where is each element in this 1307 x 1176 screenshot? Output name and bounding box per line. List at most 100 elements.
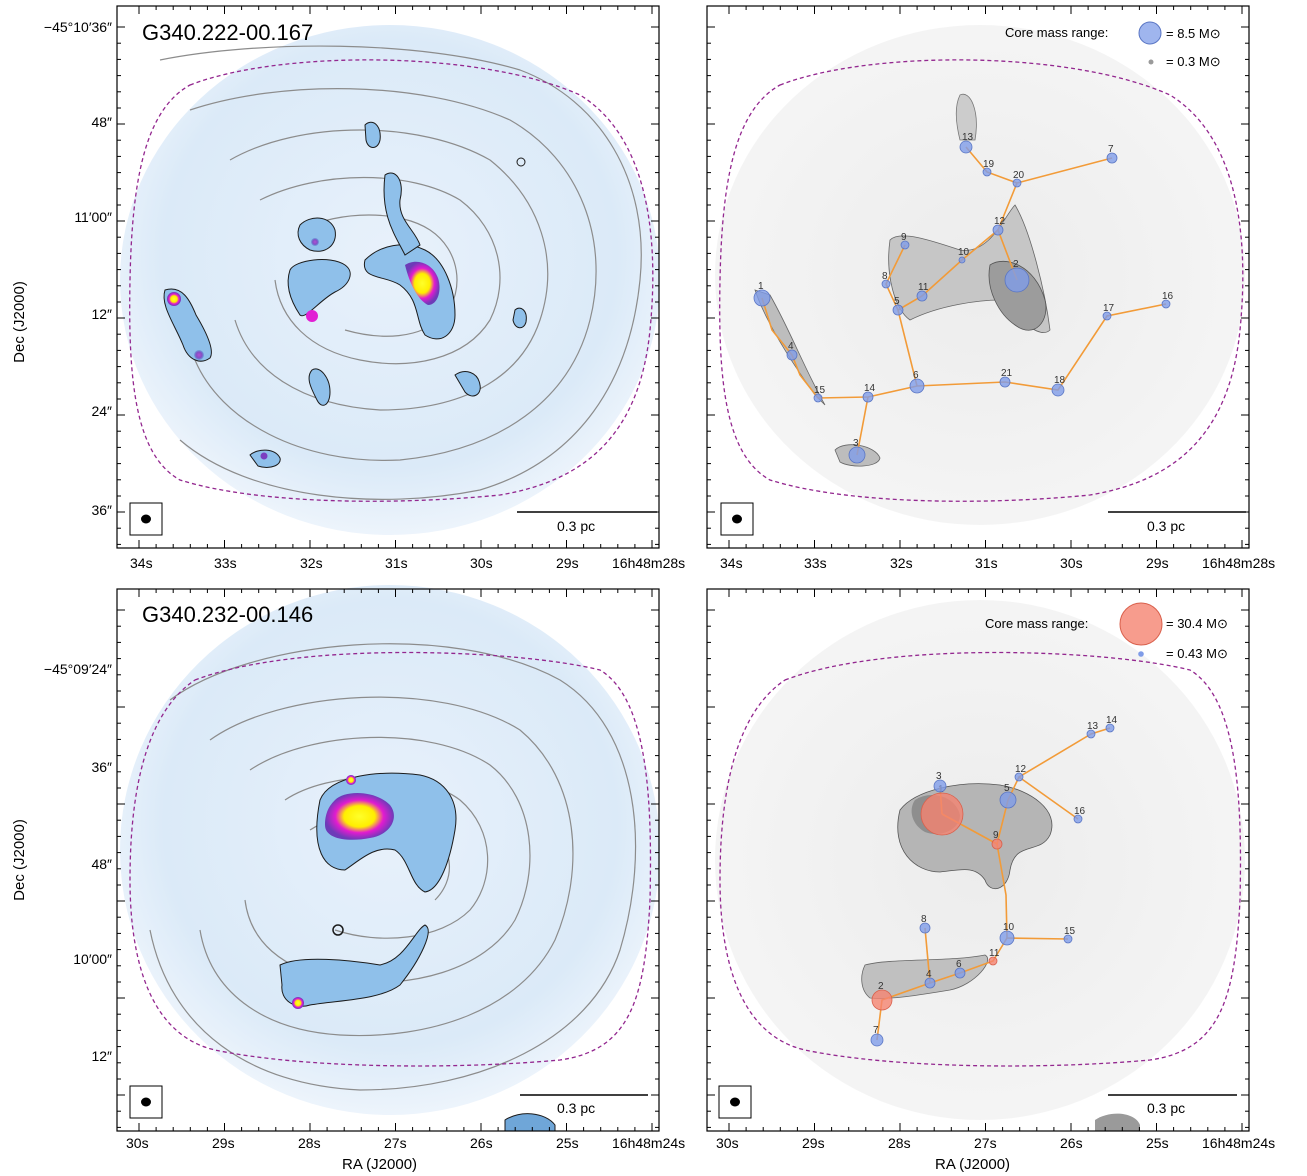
ra-tick-label: 31s <box>975 555 998 571</box>
dec-tick-label: 12″ <box>91 1048 112 1064</box>
core-id-label: 9 <box>993 830 999 841</box>
field-name: G340.222-00.167 <box>142 20 313 45</box>
scale-bar: 0.3 pc <box>1108 511 1246 534</box>
scale-bar: 0.3 pc <box>1108 1094 1237 1116</box>
core-marker <box>786 349 798 361</box>
axis-ticks <box>117 6 1249 1131</box>
ra-tick-label: 27s <box>974 1135 997 1151</box>
ra-tick-label: 34s <box>720 555 743 571</box>
core-marker <box>1004 267 1030 293</box>
ra-tick-label: 33s <box>804 555 827 571</box>
core-id-label: 13 <box>1087 721 1099 732</box>
legend-title: Core mass range: <box>1005 25 1108 40</box>
panel-frame <box>116 588 660 1132</box>
ra-tick-label: 28s <box>298 1135 321 1151</box>
core-id-label: 5 <box>894 296 900 307</box>
core-marker <box>1105 723 1115 733</box>
scale-bar-label: 0.3 pc <box>557 518 595 534</box>
core-marker <box>999 791 1017 809</box>
core-marker <box>958 256 966 264</box>
core-id-label: 14 <box>1106 715 1118 726</box>
y-axis-title: Dec (J2000) <box>11 819 28 901</box>
dust-continuum-background <box>120 585 660 1115</box>
emission-structures <box>163 121 527 468</box>
coverage-boundary <box>129 59 654 502</box>
core-mass-legend: Core mass range: = 8.5 M⊙ = 0.3 M⊙ <box>1005 21 1221 69</box>
core-marker <box>924 977 936 989</box>
core-marker <box>1106 152 1118 164</box>
core-id-label: 20 <box>1013 170 1025 181</box>
core-marker <box>1086 729 1096 739</box>
ra-tick-labels-top-right: 34s 33s 32s 31s 30s 29s 16h48m28s <box>720 555 1275 571</box>
dec-tick-label: −45°10′36″ <box>44 19 112 35</box>
beam-inset <box>129 502 163 536</box>
x-axis-title: RA (J2000) <box>342 1156 417 1173</box>
ra-tick-label: 16h48m28s <box>1202 555 1275 571</box>
dec-tick-label: 11′00″ <box>74 209 112 225</box>
ra-tick-label: 16h48m24s <box>612 1135 685 1151</box>
core-marker <box>988 956 998 966</box>
ra-tick-label: 32s <box>890 555 913 571</box>
core-id-label: 14 <box>864 383 876 394</box>
core-marker <box>870 1033 884 1047</box>
core-marker <box>933 779 947 793</box>
emission-structures <box>279 772 556 1132</box>
dec-tick-label: 48″ <box>91 856 112 872</box>
ra-tick-label: 34s <box>130 555 153 571</box>
core-marker <box>862 391 874 403</box>
panel-frame <box>706 5 1250 549</box>
legend-max-marker <box>1138 21 1162 45</box>
single-dish-contours <box>159 45 642 500</box>
legend-min-marker <box>1138 651 1144 657</box>
ra-tick-label: 29s <box>556 555 579 571</box>
panel-bottom-left: G340.232-00.146 0.3 pc <box>116 585 660 1132</box>
ra-tick-label: 32s <box>300 555 323 571</box>
dec-tick-labels-bottom: −45°09′24″ 36″ 48″ 10′00″ 12″ <box>44 661 112 1064</box>
ra-tick-label: 26s <box>470 1135 493 1151</box>
ra-tick-label: 29s <box>212 1135 235 1151</box>
core-id-label: 7 <box>1108 144 1114 155</box>
core-marker <box>1063 934 1073 944</box>
legend-min-label: = 0.3 M⊙ <box>1166 54 1221 69</box>
core-marker <box>881 279 891 289</box>
core-marker <box>1012 178 1022 188</box>
core-marker <box>920 792 964 836</box>
core-id-label: 8 <box>882 271 888 282</box>
core-id-label: 1 <box>758 281 764 292</box>
core-id-label: 3 <box>853 438 859 449</box>
core-marker <box>848 446 866 464</box>
ra-tick-label: 33s <box>214 555 237 571</box>
dec-tick-label: −45°09′24″ <box>44 661 112 677</box>
beam-inset <box>129 1085 163 1119</box>
core-marker <box>753 289 771 307</box>
core-marker <box>919 922 931 934</box>
beam-inset <box>718 1085 752 1119</box>
dec-tick-label: 36″ <box>91 759 112 775</box>
ra-tick-labels-bottom-right: 30s 29s 28s 27s 26s 25s 16h48m24s <box>716 1135 1275 1151</box>
ra-tick-labels-bottom-left: 30s 29s 28s 27s 26s 25s 16h48m24s <box>126 1135 685 1151</box>
core-marker <box>999 376 1011 388</box>
core-id-label: 4 <box>926 969 932 980</box>
dec-tick-label: 10′00″ <box>73 951 112 967</box>
ra-tick-label: 27s <box>384 1135 407 1151</box>
core-id-label: 15 <box>814 385 826 396</box>
core-id-label: 19 <box>983 159 995 170</box>
core-marker <box>1014 772 1024 782</box>
core-id-label: 5 <box>1004 783 1010 794</box>
ra-tick-label: 31s <box>385 555 408 571</box>
core-marker <box>916 290 928 302</box>
ra-tick-label: 26s <box>1060 1135 1083 1151</box>
core-marker <box>900 240 910 250</box>
ra-tick-label: 29s <box>802 1135 825 1151</box>
legend-min-marker <box>1148 59 1154 65</box>
grey-emission-background <box>715 25 1245 525</box>
core-id-label: 12 <box>994 216 1006 227</box>
core-id-label: 15 <box>1064 926 1076 937</box>
ra-tick-label: 25s <box>556 1135 579 1151</box>
core-id-label: 16 <box>1074 806 1086 817</box>
core-id-label: 4 <box>788 341 794 352</box>
core-marker <box>892 304 904 316</box>
